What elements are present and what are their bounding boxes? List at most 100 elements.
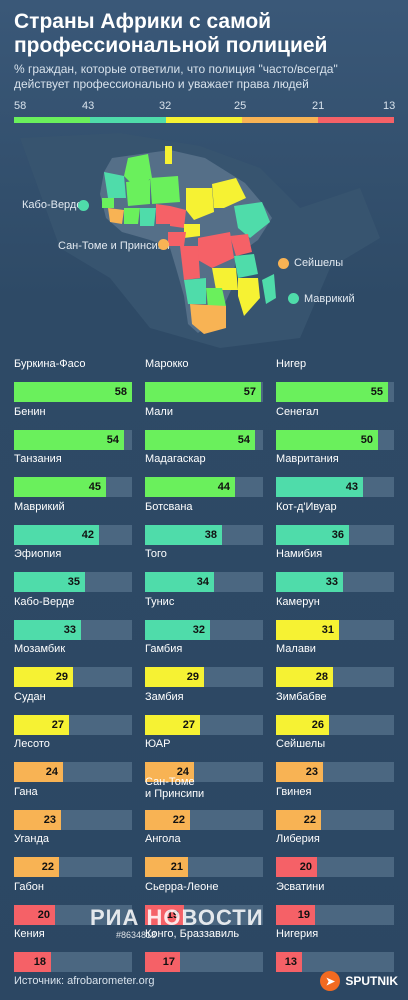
legend-color-yellow [166,117,242,123]
country-name: Уганда [14,833,49,845]
bar-track: 35 [14,572,132,592]
country-name: Мали [145,405,173,418]
country-name: Намибия [276,548,323,560]
bar-value-label: 32 [192,623,205,636]
country-name: Камерун [276,595,320,608]
legend-tick-5: 21 [312,100,325,112]
bar-fill [276,429,378,450]
country-bar: Уганда 22 [14,833,132,877]
bar-value-label: 20 [299,861,312,873]
bar-fill [276,477,363,497]
bar-value-label: 23 [305,766,318,778]
bar-value-label: 27 [51,718,64,731]
bar-track: 29 [145,667,263,687]
bar-track: 19 [145,904,263,925]
country-bar: Маврикий 42 [14,501,132,545]
bar-track: 22 [145,809,263,830]
country-bar: Замбия 27 [145,691,263,735]
country-name: Нигер [276,358,307,370]
bar-fill [276,904,315,925]
country-name: Бенин [14,405,46,418]
bar-value-label: 18 [33,956,46,968]
legend-color-teal [90,117,166,123]
bar-track: 18 [14,952,132,972]
bar-fill [276,952,302,972]
bar-value-label: 24 [176,766,189,778]
country-name: Сенегал [276,405,319,418]
bar-value-label: 45 [88,481,101,493]
country-bar: Гвинея 22 [276,786,394,830]
watermark-name: РИА НОВОСТИ [90,905,264,930]
bar-value-label: 58 [114,386,127,398]
bar-value-label: 54 [237,433,250,446]
bar-track: 29 [14,667,132,687]
country-bar: Лесото 24 [14,738,132,782]
bar-value-label: 31 [321,623,334,636]
africa-map-graphic [20,133,380,348]
country-name: Малави [276,643,316,655]
bar-fill [14,857,59,877]
country-name: Сан-Томе и Принсипи [145,775,205,800]
bar-value-label: 54 [106,433,119,446]
bar-track: 36 [276,524,394,545]
bar-value-label: 17 [162,956,175,968]
bar-track: 32 [145,619,263,640]
bar-value-label: 28 [315,671,328,683]
bar-fill [145,857,188,877]
bar-value-label: 24 [45,766,58,778]
country-name: Сьерра-Леоне [145,880,219,893]
legend-tick-3: 32 [159,100,172,112]
map-label-seychelles: Сейшелы [294,257,344,269]
bar-value-label: 43 [345,481,358,493]
source-note: Источник: afrobarometer.org [14,975,155,987]
bar-track: 50 [276,429,394,450]
bar-track: 45 [14,477,132,497]
country-name: ЮАР [145,738,171,750]
bar-track: 24 [14,762,132,782]
country-name: Маврикий [14,500,65,513]
africa-map: Кабо-Верде Сан-Томе и Принсипи Сейшелы М… [0,128,408,348]
bar-value-label: 19 [297,908,310,921]
bar-value-label: 22 [303,813,316,826]
country-bar: Нигер 55 [276,358,394,402]
bar-value-label: 23 [43,813,56,826]
country-name: Зимбабве [276,690,327,703]
bar-track: 20 [276,857,394,877]
bar-track: 22 [276,809,394,830]
legend-color-orange [242,117,318,123]
bar-value-label: 36 [331,528,344,541]
country-bar: Того 34 [145,548,263,592]
country-bar: Мозамбик 29 [14,643,132,687]
bar-track: 27 [145,714,263,735]
country-name: Сейшелы [276,738,326,750]
country-name: Ангола [145,833,181,845]
bar-fill [14,762,63,782]
bar-track: 42 [14,524,132,545]
bar-track: 31 [276,619,394,640]
bar-value-label: 33 [325,576,338,588]
bar-fill [145,904,184,925]
legend-color-red [318,117,394,123]
bar-track: 26 [276,714,394,735]
country-name: Тунис [145,595,175,608]
legend-tick-6: 13 [383,100,396,112]
map-label-cabo-verde: Кабо-Верде [22,199,83,211]
bar-value-label: 38 [204,528,217,541]
country-name: Замбия [145,690,184,703]
bar-fill [276,382,388,402]
country-name: Мавритания [276,453,339,465]
country-name: Мозамбик [14,643,66,655]
bar-fill [276,762,323,782]
bar-fill [14,619,81,640]
bar-fill [14,952,51,972]
bar-value-label: 42 [81,528,94,541]
map-label-mauritius: Маврикий [304,293,355,305]
country-name: Кот-д'Ивуар [276,500,337,513]
bar-fill [14,667,73,687]
bar-track: 19 [276,904,394,925]
bar-fill [276,714,329,735]
legend-tick-1: 58 [14,100,27,112]
map-dot-sao-tome [158,239,169,250]
country-name: Либерия [276,833,320,845]
